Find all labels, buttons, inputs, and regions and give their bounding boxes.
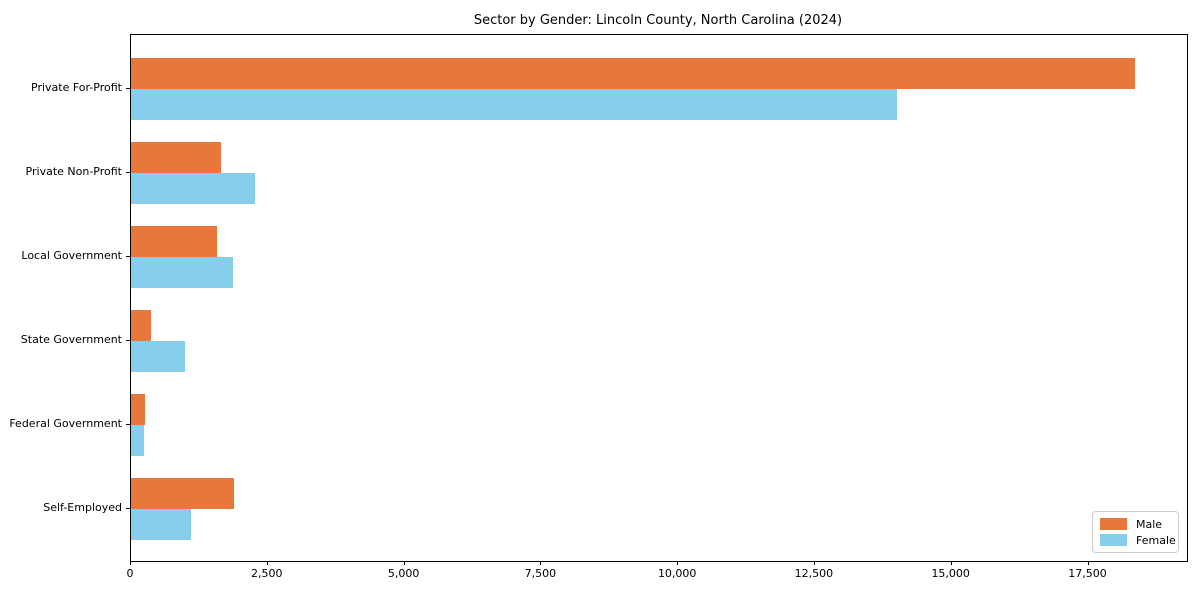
y-tick-mark bbox=[126, 508, 130, 509]
x-tick-label-10000: 10,000 bbox=[657, 567, 697, 580]
legend: Male Female bbox=[1092, 511, 1179, 553]
y-tick-label-private-non-profit: Private Non-Profit bbox=[25, 165, 122, 178]
x-tick-label-17500: 17,500 bbox=[1068, 567, 1107, 580]
female-swatch-icon bbox=[1100, 534, 1127, 546]
y-tick-mark bbox=[126, 88, 130, 89]
legend-entry-male: Male bbox=[1100, 517, 1171, 531]
x-tick-label-2500: 2,500 bbox=[251, 567, 283, 580]
bar-female-private-non-profit bbox=[131, 173, 255, 204]
x-tick-label-7500: 7,500 bbox=[524, 567, 557, 580]
chart-title: Sector by Gender: Lincoln County, North … bbox=[473, 13, 843, 28]
x-tick-mark bbox=[403, 561, 405, 565]
x-tick-label-15000: 15,000 bbox=[931, 567, 970, 580]
male-swatch-icon bbox=[1100, 518, 1127, 530]
legend-label-male: Male bbox=[1136, 517, 1163, 531]
bar-female-state-government bbox=[131, 341, 185, 372]
y-tick-label-self-employed: Self-Employed bbox=[43, 501, 122, 514]
x-tick-mark bbox=[813, 561, 815, 565]
y-tick-mark bbox=[126, 424, 130, 425]
bar-male-state-government bbox=[131, 310, 152, 341]
bar-male-self-employed bbox=[131, 478, 234, 509]
bar-female-private-for-profit bbox=[131, 89, 897, 120]
y-tick-mark bbox=[126, 256, 130, 257]
bar-male-local-government bbox=[131, 226, 218, 257]
y-tick-label-local-government: Local Government bbox=[21, 249, 122, 262]
legend-entry-female: Female bbox=[1100, 533, 1176, 547]
legend-label-female: Female bbox=[1136, 533, 1176, 547]
x-tick-mark bbox=[540, 561, 542, 565]
bar-male-private-for-profit bbox=[131, 58, 1135, 89]
bar-female-self-employed bbox=[131, 509, 191, 540]
x-tick-mark bbox=[1087, 561, 1089, 565]
x-tick-mark bbox=[266, 561, 268, 565]
plot-area bbox=[130, 34, 1188, 562]
bar-male-federal-government bbox=[131, 394, 145, 425]
x-tick-mark bbox=[130, 561, 131, 565]
bar-female-local-government bbox=[131, 257, 234, 288]
bar-male-private-non-profit bbox=[131, 142, 221, 173]
y-tick-label-federal-government: Federal Government bbox=[9, 417, 122, 430]
x-tick-label-5000: 5,000 bbox=[387, 567, 420, 580]
x-tick-label-12500: 12,500 bbox=[794, 567, 834, 580]
y-tick-label-state-government: State Government bbox=[20, 333, 122, 346]
x-tick-label-0: 0 bbox=[126, 567, 134, 580]
x-tick-mark bbox=[950, 561, 952, 565]
x-tick-mark bbox=[677, 561, 679, 565]
y-tick-label-private-for-profit: Private For-Profit bbox=[31, 81, 122, 94]
bar-female-federal-government bbox=[131, 425, 145, 456]
y-tick-mark bbox=[126, 172, 130, 173]
y-tick-mark bbox=[126, 340, 130, 341]
